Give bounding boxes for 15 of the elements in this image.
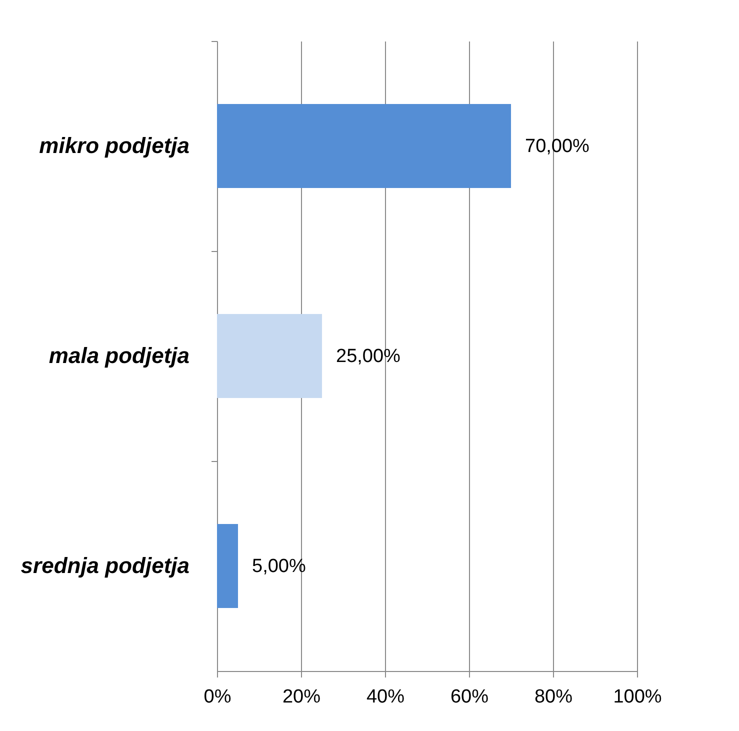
data-label: 5,00% xyxy=(252,556,306,577)
x-tick-label: 100% xyxy=(613,686,662,708)
bar xyxy=(217,314,322,398)
bar xyxy=(217,524,238,608)
data-label: 70,00% xyxy=(525,136,590,157)
x-tick-label: 40% xyxy=(366,686,405,708)
x-tick-label: 20% xyxy=(282,686,321,708)
y-tick-label: srednja podjetja xyxy=(20,553,190,578)
y-tick-label: mikro podjetja xyxy=(39,133,190,158)
bar xyxy=(217,104,511,188)
x-tick-label: 80% xyxy=(534,686,573,708)
y-tick-label: mala podjetja xyxy=(48,343,190,368)
x-tick-label: 0% xyxy=(204,686,232,708)
x-tick-label: 60% xyxy=(450,686,489,708)
data-label: 25,00% xyxy=(336,346,401,367)
